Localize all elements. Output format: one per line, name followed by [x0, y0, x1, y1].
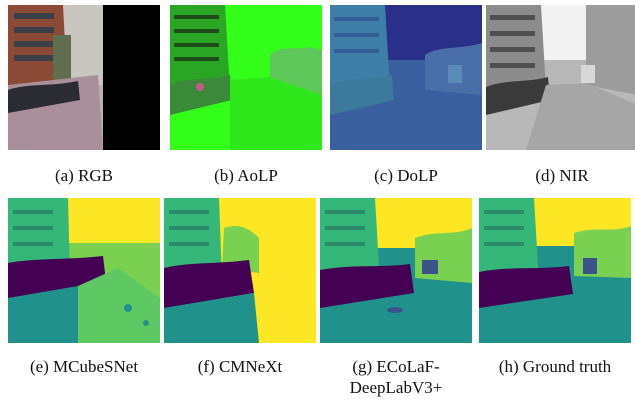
- caption-nir: (d) NIR: [535, 166, 589, 185]
- mcubesnet-segmentation: [8, 198, 160, 343]
- caption-ecolaf-line2: DeepLabV3+: [349, 378, 443, 397]
- dolp-image: [330, 5, 482, 150]
- caption-ecolaf-deeplabv3plus: (g) ECoLaF- DeepLabV3+: [312, 356, 480, 398]
- ecolaf-segmentation: [320, 198, 472, 343]
- caption-mcubesnet: (e) MCubeSNet: [29, 357, 139, 376]
- caption-rgb: (a) RGB: [54, 166, 114, 185]
- aolp-image: [170, 5, 322, 150]
- ground-truth-segmentation: [479, 198, 631, 343]
- caption-cmnext: (f) CMNeXt: [197, 357, 283, 376]
- cmnext-segmentation: [164, 198, 316, 343]
- caption-ground-truth: (h) Ground truth: [498, 357, 612, 376]
- nir-image: [486, 5, 635, 150]
- caption-aolp: (b) AoLP: [214, 166, 278, 185]
- caption-dolp: (c) DoLP: [374, 166, 438, 185]
- rgb-image: [8, 5, 160, 150]
- caption-ecolaf-line1: (g) ECoLaF-: [352, 357, 440, 376]
